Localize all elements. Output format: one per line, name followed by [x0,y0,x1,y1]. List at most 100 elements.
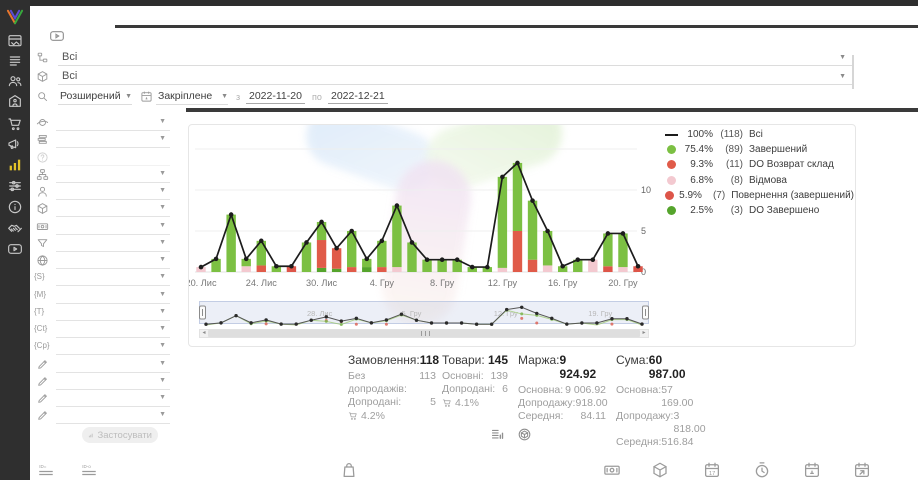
bag-icon[interactable] [340,461,358,479]
search-icon [36,90,49,103]
date-to-input[interactable]: 2022-12-21 [328,90,388,104]
utm-content-filter-select[interactable]: ▼ [56,322,170,338]
structure-filter: ▼ [0,167,170,184]
svg-text:5: 5 [641,226,646,236]
product-filter-select[interactable]: ▼ [56,201,170,218]
structure-filter-select[interactable]: ▼ [56,167,170,183]
scroll-left-icon[interactable]: ◂ [202,330,206,336]
funnel-filter-select[interactable]: ▼ [56,236,170,252]
users-icon[interactable] [7,73,23,89]
legend-item-1[interactable]: 75.4% (89) Завершений [664,142,854,157]
navigator-scrollbar[interactable]: ◂ ▸ [199,329,649,338]
world-filter-select[interactable]: ▼ [56,115,170,131]
widget-divider-top [115,25,918,28]
sliders-icon[interactable] [7,178,23,194]
scrollbar-grip[interactable] [421,331,430,336]
company-icon[interactable] [7,93,23,109]
calendar-export-icon[interactable] [853,461,871,479]
legend-item-3[interactable]: 6.8% (8) Відмова [664,173,854,188]
info-icon[interactable] [7,199,23,215]
custom-field-3-filter-select[interactable]: ▼ [56,391,170,407]
custom-field-1-filter-select[interactable]: ▼ [56,357,170,373]
orders-chart[interactable]: 0 5 10 20. Лис 24. Лис 30. Лис 4. Гру 8. Гру 12.… [189,127,659,295]
source-select[interactable]: Всі ▼ [58,50,852,66]
stats-sub-label: Допродані: [348,396,402,408]
svg-text:ID-o: ID-o [82,464,91,469]
chevron-down-icon: ▼ [159,376,166,384]
timer-icon[interactable] [753,461,771,479]
id-list-icon[interactable]: ID= [36,461,54,479]
screen-card-icon[interactable] [7,33,23,49]
legend-item-2[interactable]: 9.3% (11) DO Возврат склад [664,157,854,172]
filter-scrollbar[interactable] [852,55,854,89]
date-from-input[interactable]: 2022-11-20 [246,90,305,104]
legend-item-4[interactable]: 5.9% (7) Повернення (завершений) [664,188,854,203]
calendar-17-icon[interactable]: 17 [703,461,721,479]
apply-button[interactable]: Застосувати [82,427,158,443]
utm-source-filter-select[interactable]: ▼ [56,270,170,287]
video-icon[interactable] [7,241,23,257]
cart-icon[interactable] [7,116,23,132]
pencil-icon [36,409,49,422]
toggle-products-view-icon[interactable] [517,427,532,442]
list-icon[interactable] [7,53,23,69]
legend-pct: 9.3% [690,159,713,171]
app-logo-icon[interactable] [4,7,26,27]
utm-campaign-filter-select[interactable]: ▼ [56,339,170,356]
payment-filter-select[interactable]: ▼ [56,219,170,235]
filter-row-product: Всі ▼ [36,69,852,85]
utm-medium-filter: {M} ▼ [0,288,170,305]
package-icon[interactable] [651,461,669,479]
stats-sub-value: 5 [430,396,436,408]
utm-medium-filter-select[interactable]: ▼ [56,288,170,304]
help-filter-select[interactable] [56,150,170,166]
person-filter-select[interactable]: ▼ [56,184,170,200]
svg-text:24. Лис: 24. Лис [246,278,277,288]
chevron-down-icon: ▼ [159,204,166,212]
stats-value: 145 [487,353,508,367]
site-filter: ▼ [0,253,170,270]
flow-icon [36,51,49,64]
stats-sub-label: Середня: [616,436,662,448]
banknote-icon[interactable] [603,461,621,479]
stats-title: Сума: [616,353,649,367]
custom-field-2-filter-select[interactable]: ▼ [56,374,170,390]
scrollbar-track[interactable] [208,330,640,337]
app-sidebar [0,0,30,480]
upsell-pct: 4.2% [361,410,385,422]
megaphone-icon[interactable] [7,136,23,152]
calendar-pin-icon[interactable] [803,461,821,479]
legend-line-swatch [664,133,678,136]
stats-title: Товари: [442,353,485,367]
site-filter-select[interactable]: ▼ [56,253,170,269]
id-o-list-icon[interactable]: ID-o [79,461,97,479]
legend-item-5[interactable]: 2.5% (3) DO Завершено [664,203,854,218]
stats-sub-value: 9 006.92 [565,384,606,396]
scroll-right-icon[interactable]: ▸ [642,330,646,336]
nav-handle-right[interactable] [642,305,649,320]
chart-navigator[interactable]: 28. Лис 5. Гру 12. Гру 19. Гру [199,301,649,327]
chevron-down-icon: ▼ [159,307,166,315]
handshake-icon[interactable] [7,220,23,236]
legend-item-0[interactable]: 100% (118) Всі [664,127,854,142]
stats-column-2: Маржа: 9 924.92 Основна: 9 006.92 Допродажу:… [518,353,608,423]
toggle-list-view-icon[interactable] [490,427,505,442]
period-type-select[interactable]: Закріплене ▼ [156,89,228,105]
video-tutorial-icon[interactable] [46,28,68,44]
chart-card: 0 5 10 20. Лис 24. Лис 30. Лис 4. Гру 8. Гру 12.… [188,124,856,347]
search-mode-select[interactable]: Розширений ▼ [58,89,132,105]
stats-sub-label: Допродажу: [616,410,674,422]
utm-medium-filter-glyph: {M} [34,289,47,299]
layers-filter-select[interactable]: ▼ [56,132,170,149]
stats-sub-label: Основна: [518,384,564,396]
nav-handle-left[interactable] [199,305,206,320]
utm-term-filter: {T} ▼ [0,305,170,322]
legend-count: (118) [720,129,743,141]
custom-field-4-filter-select[interactable]: ▼ [56,408,170,425]
banknote-icon [36,220,49,233]
product-select[interactable]: Всі ▼ [58,69,852,85]
search-mode-value: Розширений [60,90,121,102]
analytics-icon[interactable] [7,157,23,173]
chevron-down-icon: ▼ [159,411,166,419]
utm-term-filter-select[interactable]: ▼ [56,305,170,321]
